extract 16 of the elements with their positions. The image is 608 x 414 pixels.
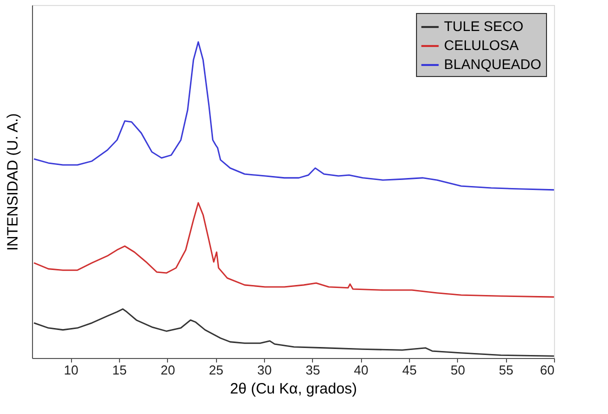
x-tick-label: 35: [306, 362, 320, 378]
x-tick-label: 60: [540, 362, 554, 378]
legend-label: BLANQUEADO: [444, 56, 542, 72]
x-tick-label: 50: [450, 362, 466, 378]
x-tick-label: 20: [160, 362, 176, 378]
y-axis-title: INTENSIDAD (U. A.): [4, 113, 22, 251]
x-tick-label: 10: [64, 362, 78, 378]
x-tick-label: 30: [257, 362, 272, 378]
x-tick-label: 40: [354, 362, 368, 378]
x-axis-title: 2θ (Cu Kα, grados): [230, 380, 358, 398]
x-tick-label: 25: [208, 362, 224, 378]
x-tick-label: 15: [112, 362, 127, 378]
x-tick-label: 45: [402, 362, 417, 378]
legend-label: TULE SECO: [444, 18, 524, 34]
legend-label: CELULOSA: [444, 37, 520, 53]
x-tick-label: 55: [498, 362, 514, 378]
